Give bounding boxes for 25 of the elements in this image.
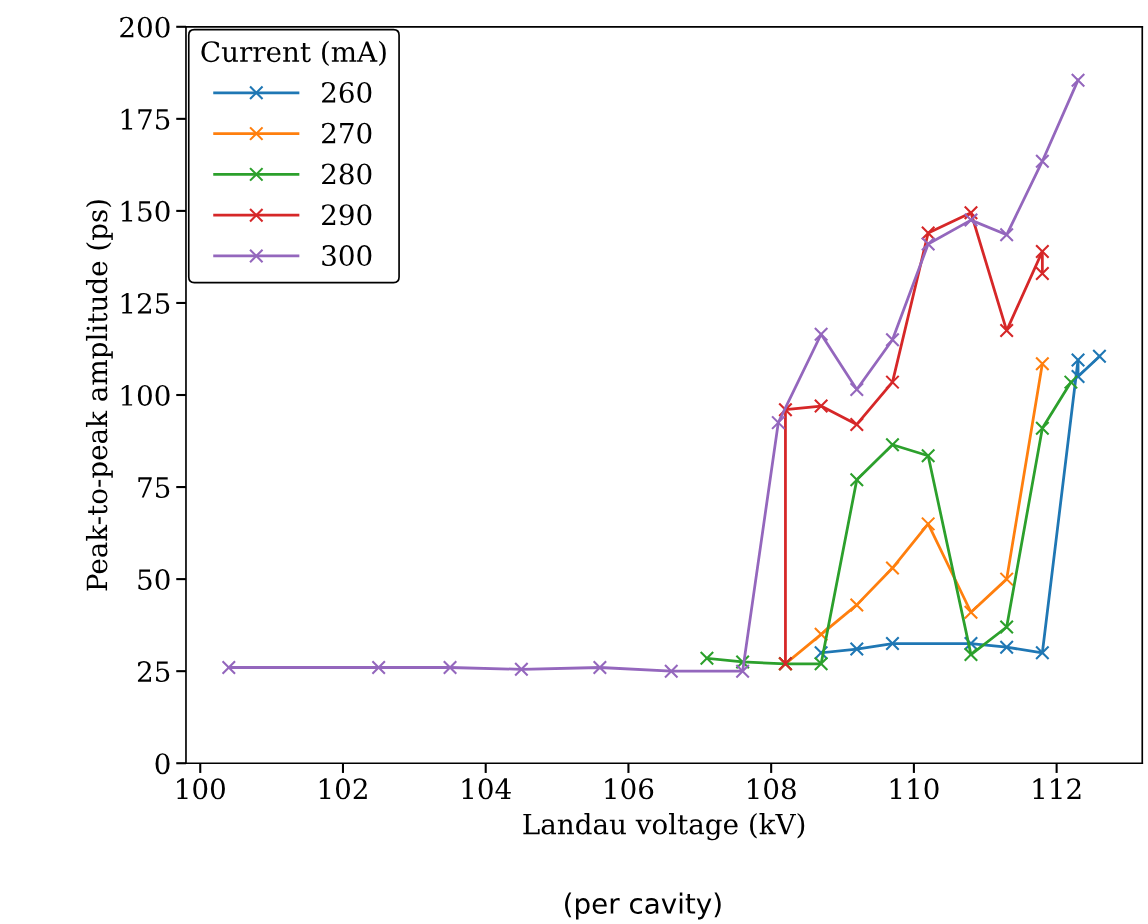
y-tick-label: 75 xyxy=(138,477,170,499)
y-tick-label: 25 xyxy=(137,661,170,683)
y-tick-label: 200 xyxy=(120,16,170,38)
legend-label: 300 xyxy=(322,245,372,267)
y-tick-label: 125 xyxy=(121,292,170,314)
legend-label: 290 xyxy=(322,204,372,226)
x-tick-label: 110 xyxy=(890,778,939,800)
x-axis-title: Landau voltage (kV) xyxy=(523,813,805,841)
x-tick-label: 108 xyxy=(748,778,796,800)
y-axis-title: Peak-to-peak amplitude (ps) xyxy=(85,200,113,591)
legend-title: Current (mA) xyxy=(201,40,386,67)
y-tick-label: 150 xyxy=(121,200,170,222)
y-tick-label: 50 xyxy=(138,569,170,591)
y-tick-label: 175 xyxy=(121,108,170,130)
y-tick-label: 100 xyxy=(121,384,170,406)
legend-label: 270 xyxy=(322,122,372,144)
text: (per cavity) xyxy=(565,892,721,920)
x-tick-label: 100 xyxy=(177,778,225,800)
x-tick-label: 112 xyxy=(1033,778,1081,799)
y-tick-label: 0 xyxy=(155,753,170,775)
legend-label: 260 xyxy=(322,81,372,103)
x-tick-label: 102 xyxy=(319,778,367,800)
legend-label: 280 xyxy=(322,163,372,185)
x-tick-label: 106 xyxy=(605,778,654,800)
x-tick-label: 104 xyxy=(462,778,511,800)
